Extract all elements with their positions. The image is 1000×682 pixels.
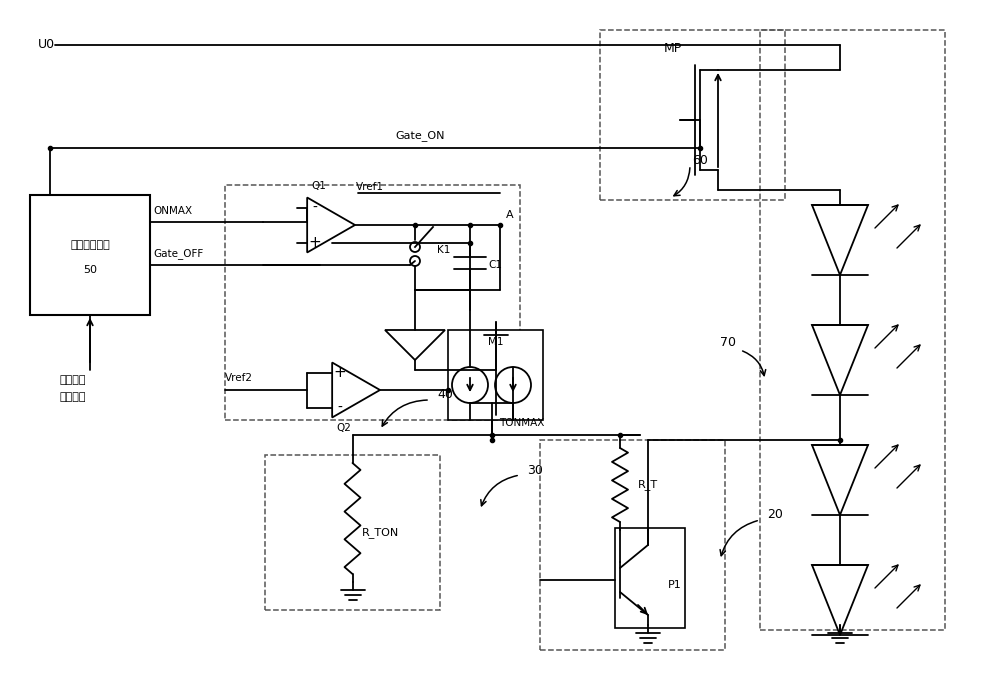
Text: 30: 30: [527, 464, 543, 477]
Text: Vref2: Vref2: [225, 373, 253, 383]
Bar: [600, 30, 785, 200]
Bar: [448, 330, 543, 420]
Polygon shape: [812, 565, 868, 635]
Polygon shape: [812, 325, 868, 395]
Text: R_TON: R_TON: [362, 527, 399, 538]
Text: R_T: R_T: [638, 479, 658, 490]
Polygon shape: [812, 205, 868, 275]
Text: -: -: [338, 400, 343, 415]
Bar: [615, 528, 685, 628]
Text: C1: C1: [488, 260, 502, 270]
Text: ONMAX: ONMAX: [153, 206, 192, 216]
Text: Gate_ON: Gate_ON: [395, 130, 445, 141]
Polygon shape: [332, 363, 380, 417]
Text: 60: 60: [692, 153, 708, 166]
Text: 逻辑控制模块: 逻辑控制模块: [70, 240, 110, 250]
Text: P1: P1: [668, 580, 682, 590]
Text: Q1: Q1: [312, 181, 327, 192]
Polygon shape: [307, 198, 355, 252]
Polygon shape: [812, 445, 868, 515]
Bar: [225, 185, 520, 420]
Text: Gate_OFF: Gate_OFF: [153, 248, 203, 259]
Text: TONMAX: TONMAX: [500, 418, 545, 428]
Bar: [30, 195, 150, 315]
Text: U0: U0: [38, 38, 55, 52]
Text: Q2: Q2: [337, 423, 352, 432]
Bar: [760, 30, 945, 630]
Text: MP: MP: [663, 42, 682, 55]
Bar: [265, 455, 440, 610]
Text: 40: 40: [437, 389, 453, 402]
Text: A: A: [506, 210, 514, 220]
Text: Vref1: Vref1: [356, 181, 384, 192]
Text: 20: 20: [767, 509, 783, 522]
Text: M1: M1: [488, 337, 503, 347]
Text: 50: 50: [83, 265, 97, 275]
Text: K1: K1: [437, 245, 450, 255]
Text: +: +: [334, 365, 347, 380]
Text: 70: 70: [720, 336, 736, 349]
Text: 其他系统: 其他系统: [60, 375, 86, 385]
Text: 输入信号: 输入信号: [60, 392, 86, 402]
Text: +: +: [309, 235, 322, 250]
Polygon shape: [385, 330, 445, 360]
Bar: [540, 440, 725, 650]
Text: -: -: [313, 201, 318, 215]
